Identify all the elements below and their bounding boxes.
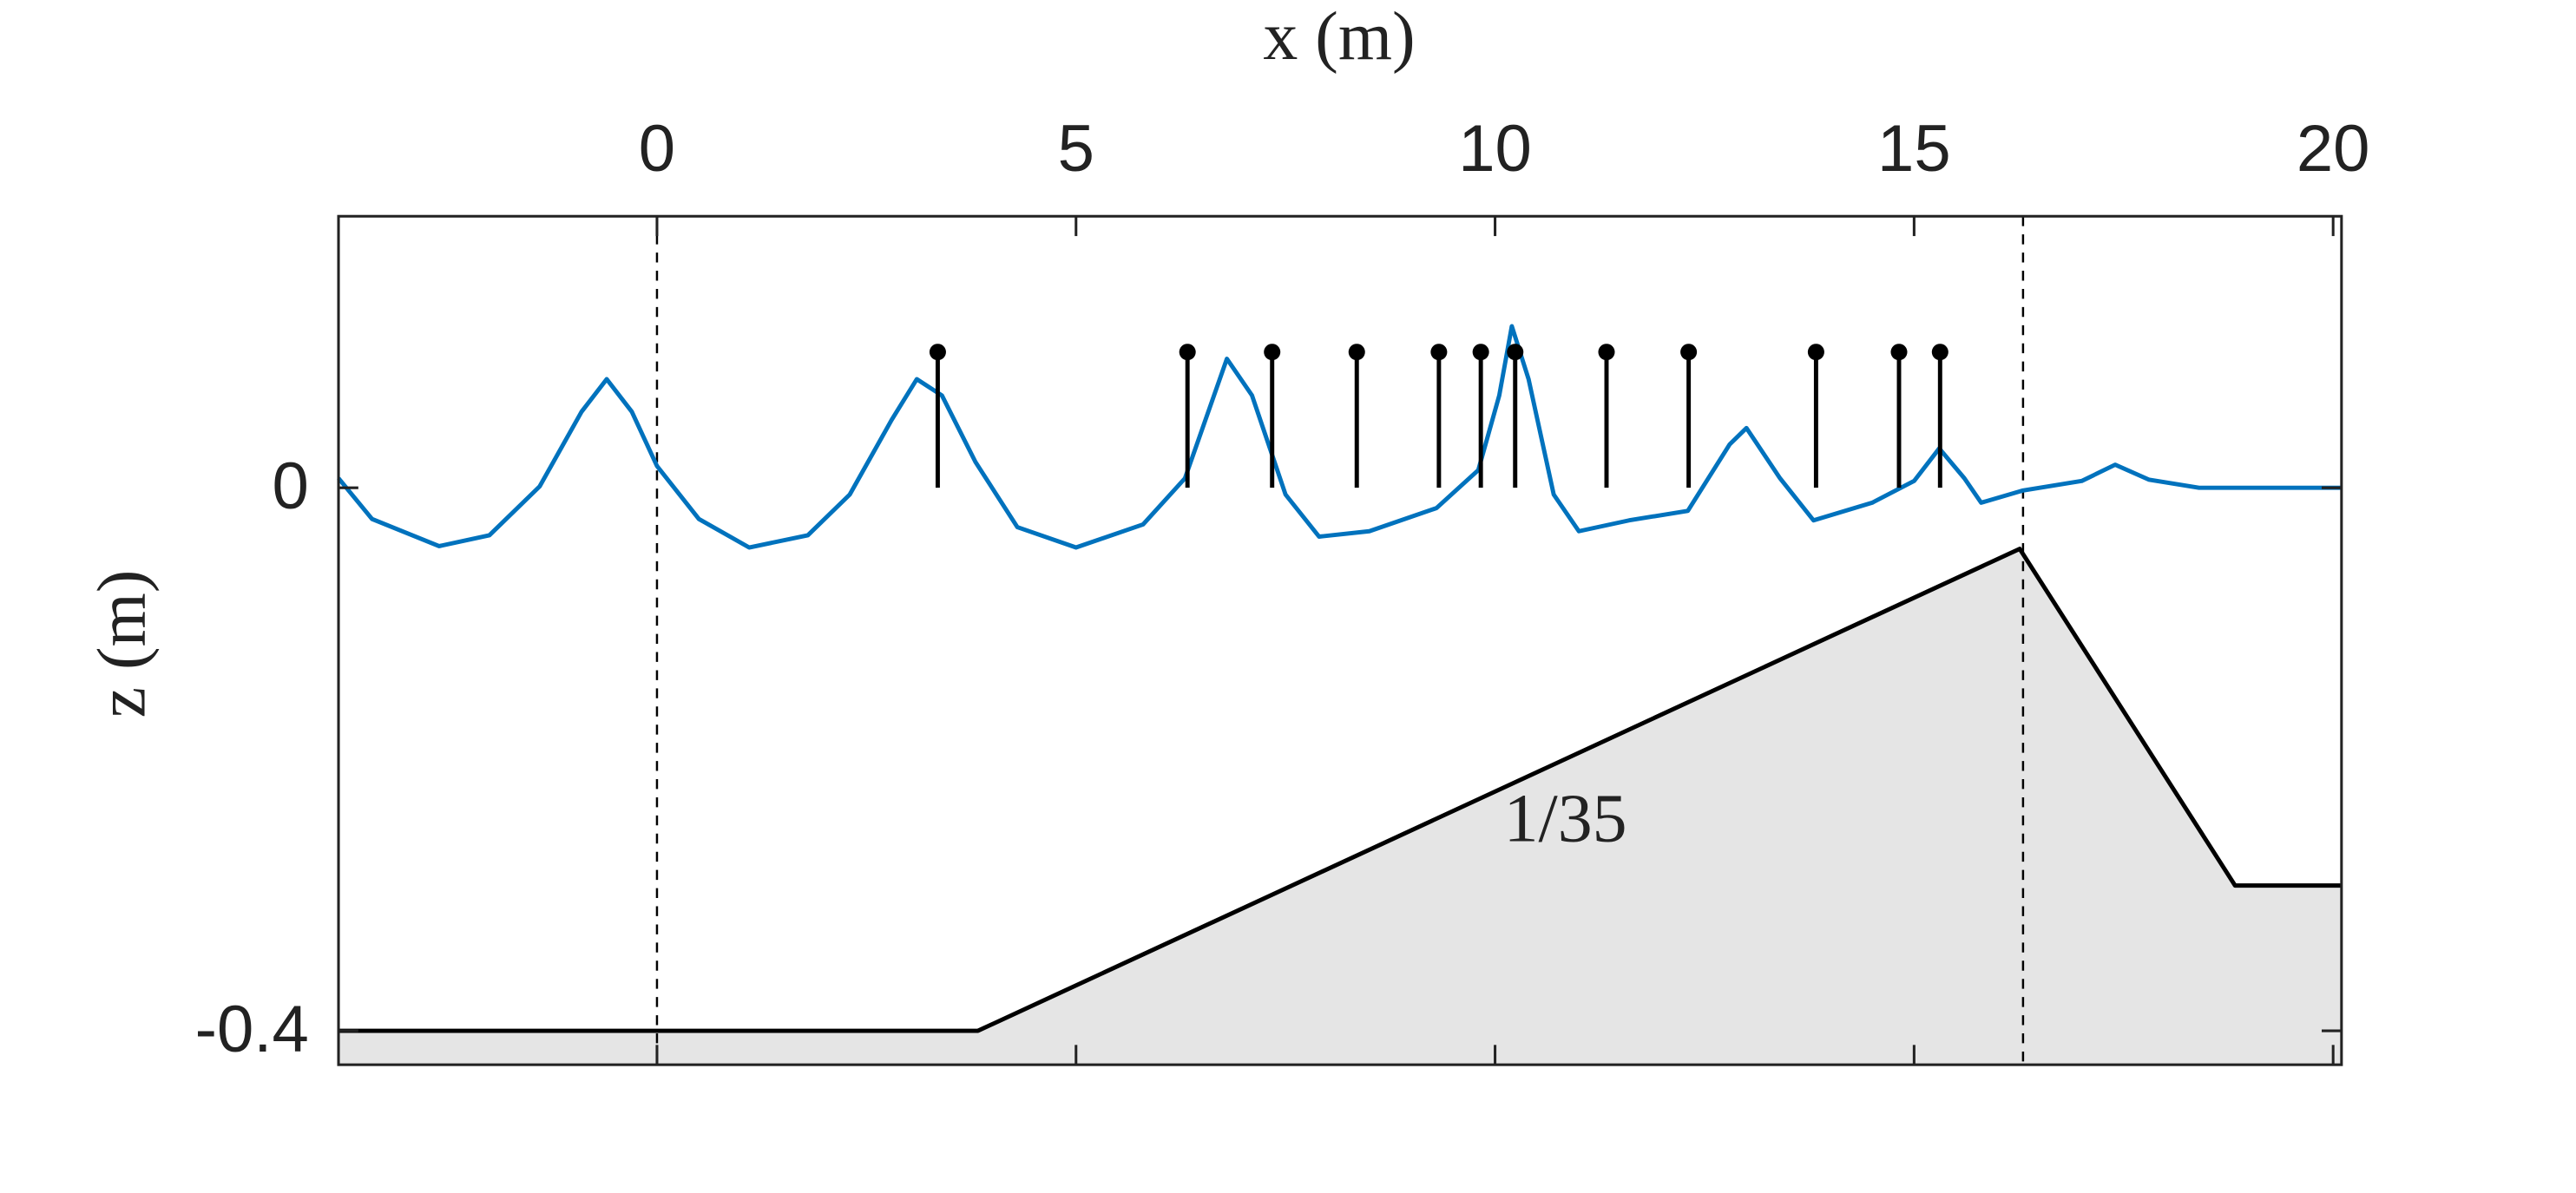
x-tick-label: 0 <box>639 112 675 186</box>
surface-line <box>337 324 2342 550</box>
gauge-head <box>1807 344 1824 361</box>
slope-annotation: 1/35 <box>1504 781 1627 857</box>
plot-frame <box>337 214 2343 1066</box>
gauge-head <box>1348 344 1365 361</box>
x-tick-label: 20 <box>2297 112 2370 186</box>
x-tick-label: 10 <box>1458 112 1532 186</box>
bed-fill <box>338 548 2342 1065</box>
gauge-head <box>929 344 946 361</box>
y-tick-label: -0.4 <box>195 993 309 1066</box>
x-tick-label: 15 <box>1877 112 1951 186</box>
bed-line <box>338 547 2342 1033</box>
gauge-head <box>1890 344 1908 361</box>
gauge-head <box>1507 344 1524 361</box>
gauge-head <box>1680 344 1698 361</box>
y-axis-label: z (m) <box>84 570 161 718</box>
gauge-head <box>1931 344 1948 361</box>
x-axis-label: x (m) <box>1263 0 1415 75</box>
gauge-head <box>1430 344 1448 361</box>
gauge-head <box>1179 344 1196 361</box>
x-tick-label: 5 <box>1058 112 1094 186</box>
gauge-head <box>1598 344 1615 361</box>
gauge-head <box>1472 344 1489 361</box>
gauge-head <box>1264 344 1281 361</box>
y-tick-label: 0 <box>272 449 308 523</box>
